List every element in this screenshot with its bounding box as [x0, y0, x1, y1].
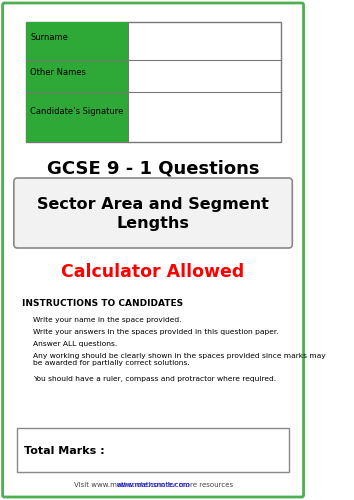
Text: Calculator Allowed: Calculator Allowed: [62, 263, 245, 281]
Text: Answer ALL questions.: Answer ALL questions.: [33, 341, 117, 347]
Text: Surname: Surname: [30, 32, 68, 42]
FancyBboxPatch shape: [2, 3, 304, 497]
FancyBboxPatch shape: [14, 178, 292, 248]
Bar: [26, 60, 128, 92]
Text: Candidate’s Signature: Candidate’s Signature: [30, 108, 124, 116]
Bar: [26, 22, 128, 60]
Text: You should have a ruler, compass and protractor where required.: You should have a ruler, compass and pro…: [33, 376, 276, 382]
Text: INSTRUCTIONS TO CANDIDATES: INSTRUCTIONS TO CANDIDATES: [23, 300, 184, 308]
Text: Any working should be clearly shown in the spaces provided since marks may
be aw: Any working should be clearly shown in t…: [33, 353, 326, 366]
Text: Write your answers in the spaces provided in this question paper.: Write your answers in the spaces provide…: [33, 329, 278, 335]
Bar: [17, 428, 289, 472]
Bar: [26, 92, 128, 142]
Bar: [26, 22, 281, 142]
Text: www.mathsnote.com: www.mathsnote.com: [116, 482, 190, 488]
Text: GCSE 9 - 1 Questions: GCSE 9 - 1 Questions: [47, 159, 259, 177]
Text: Other Names: Other Names: [30, 68, 86, 78]
Text: Sector Area and Segment
Lengths: Sector Area and Segment Lengths: [37, 196, 269, 232]
Text: Total Marks :: Total Marks :: [24, 446, 105, 456]
Text: Visit www.mathsnote.com for more resources: Visit www.mathsnote.com for more resourc…: [74, 482, 233, 488]
Text: Write your name in the space provided.: Write your name in the space provided.: [33, 317, 181, 323]
